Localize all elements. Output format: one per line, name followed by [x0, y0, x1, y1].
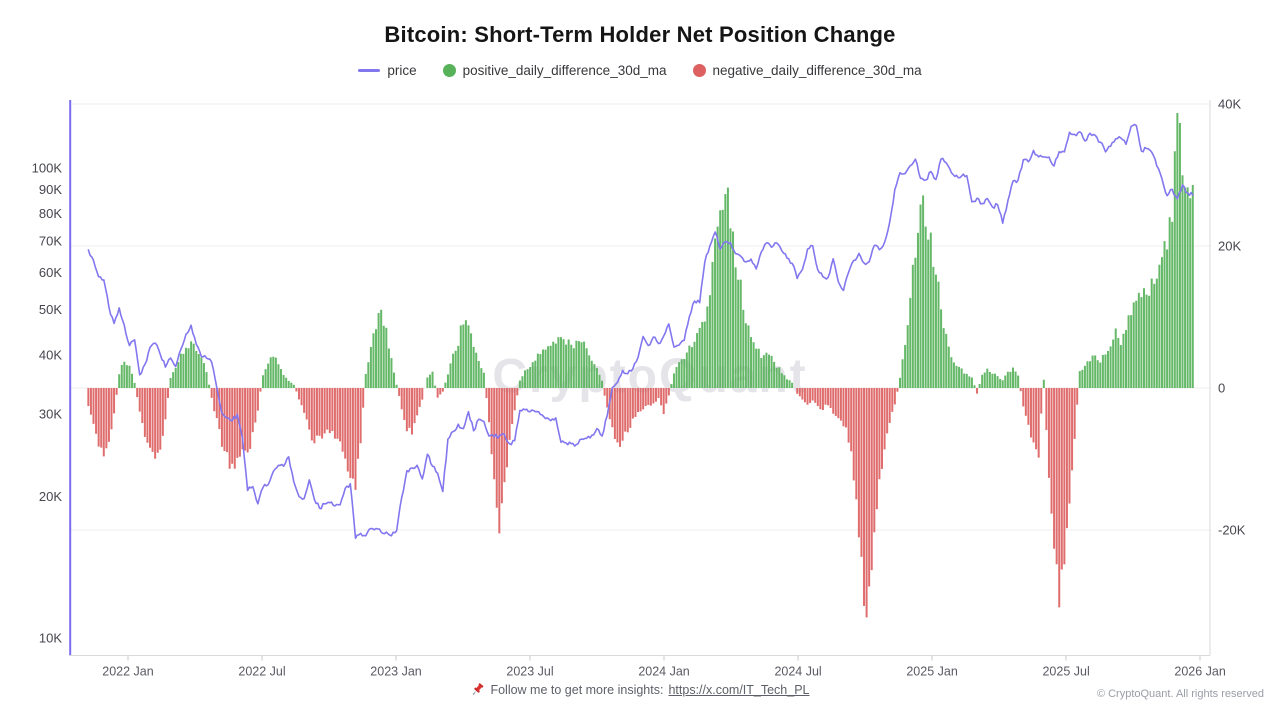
left-axis-tick-label: 70K	[39, 233, 62, 248]
legend-label: negative_daily_difference_30d_ma	[712, 63, 922, 78]
left-axis-tick-label: 40K	[39, 348, 62, 363]
x-axis-tick-label: 2025 Jan	[906, 665, 957, 679]
left-axis-tick-label: 80K	[39, 206, 62, 221]
legend-label: positive_daily_difference_30d_ma	[462, 63, 667, 78]
x-axis-tick-label: 2022 Jul	[238, 665, 285, 679]
right-axis-tick-label: 40K	[1218, 97, 1241, 112]
left-axis-tick-label: 10K	[39, 631, 62, 646]
right-axis-tick-label: 20K	[1218, 239, 1241, 254]
x-axis-tick-label: 2026 Jan	[1174, 665, 1225, 679]
left-axis-tick-label: 50K	[39, 302, 62, 317]
left-axis-tick-label: 90K	[39, 182, 62, 197]
x-axis-tick-label: 2025 Jul	[1042, 665, 1089, 679]
price-line-swatch-icon	[358, 69, 381, 72]
legend-item-positive: positive_daily_difference_30d_ma	[442, 63, 667, 78]
left-axis-tick-label: 20K	[39, 489, 62, 504]
x-axis-tick-label: 2024 Jul	[774, 665, 821, 679]
copyright: © CryptoQuant. All rights reserved	[1096, 688, 1264, 700]
x-axis-tick-label: 2022 Jan	[102, 665, 153, 679]
left-axis-tick-label: 100K	[32, 161, 63, 176]
chart-title: Bitcoin: Short-Term Holder Net Position …	[384, 22, 896, 47]
net-position-bars	[87, 112, 1194, 618]
legend-item-price: price	[358, 63, 417, 78]
x-axis-tick-label: 2023 Jul	[506, 665, 553, 679]
pushpin-icon	[473, 683, 484, 696]
legend-label: price	[387, 63, 417, 78]
left-price-axis	[69, 100, 72, 656]
positive-dot-icon	[442, 64, 456, 77]
negative-dot-icon	[692, 64, 706, 77]
footer-text: Follow me to get more insights:	[490, 682, 664, 697]
legend-item-negative: negative_daily_difference_30d_ma	[692, 63, 922, 78]
footer-link[interactable]: https://x.com/IT_Tech_PL	[668, 682, 810, 697]
x-axis-tick-label: 2023 Jan	[370, 665, 421, 679]
right-axis-tick-label: 0	[1218, 381, 1225, 396]
footer-note: Follow me to get more insights: https://…	[0, 682, 1280, 697]
left-axis-tick-label: 60K	[39, 265, 62, 280]
left-axis-tick-label: 30K	[39, 406, 62, 421]
legend: price positive_daily_difference_30d_ma n…	[0, 63, 1280, 78]
x-axis-tick-label: 2024 Jan	[638, 665, 689, 679]
right-axis-tick-label: -20K	[1218, 523, 1246, 538]
price-line	[87, 123, 1194, 540]
